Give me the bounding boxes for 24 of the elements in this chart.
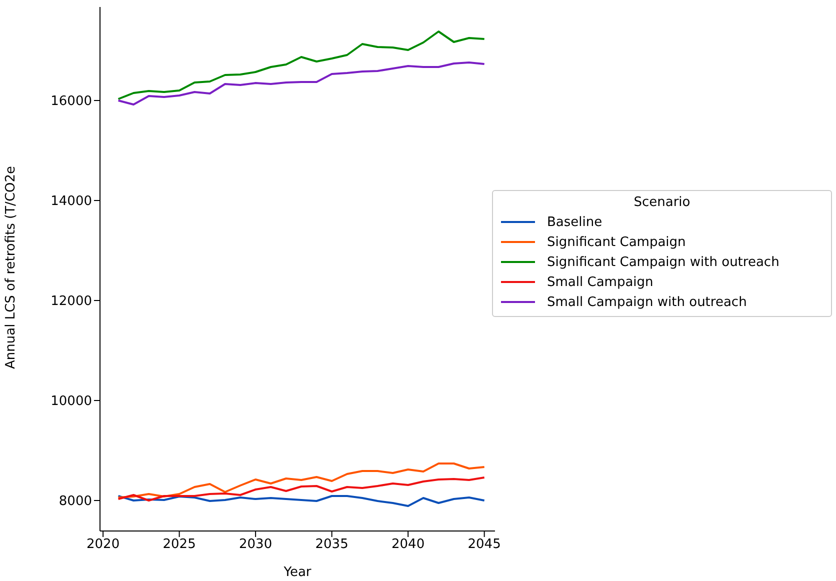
legend-title: Scenario — [632, 195, 692, 210]
line-series — [117, 476, 486, 502]
x-tick-label: 2045 — [468, 537, 501, 552]
legend-label: Baseline — [547, 214, 602, 230]
x-tick-label: 2040 — [392, 537, 425, 552]
x-tick-label: 2030 — [239, 537, 272, 552]
line-series — [117, 495, 486, 507]
legend-label: Significant Campaign — [547, 234, 686, 250]
y-axis-title: Annual LCS of retrofits (T/CO2e — [4, 166, 19, 369]
y-tick-label: 14000 — [50, 194, 92, 210]
y-tick-label: 8000 — [58, 494, 92, 510]
y-tick-label: 16000 — [50, 94, 92, 110]
x-tick-label: 2025 — [162, 537, 196, 552]
line-series — [117, 462, 486, 498]
y-tick-label: 10000 — [50, 394, 92, 410]
legend-label: Small Campaign with outreach — [547, 294, 747, 310]
x-axis-title: Year — [282, 565, 312, 580]
y-tick-label: 12000 — [50, 294, 92, 310]
legend-label: Small Campaign — [547, 274, 654, 290]
x-tick-label: 2035 — [315, 537, 348, 552]
legend-label: Significant Campaign with outreach — [547, 254, 780, 270]
line-series — [117, 30, 486, 100]
line-series — [117, 62, 486, 106]
x-tick-label: 2020 — [86, 537, 120, 552]
